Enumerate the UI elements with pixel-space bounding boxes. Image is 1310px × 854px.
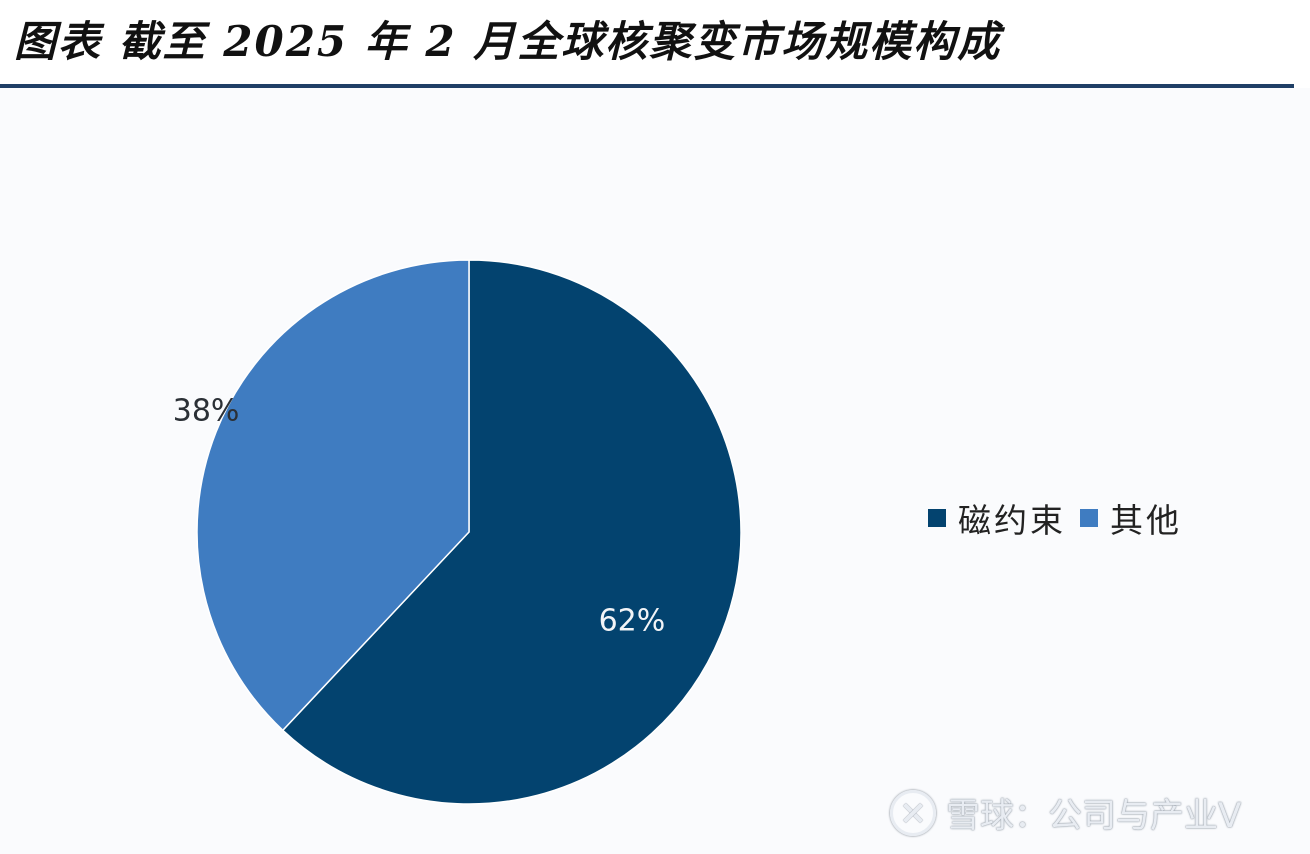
legend: 磁约束 其他	[928, 494, 1196, 542]
legend-label-magnetic: 磁约束	[958, 501, 1066, 540]
title-divider	[0, 84, 1294, 88]
pie-slice-magnetic	[281, 259, 742, 805]
watermark-text: 雪球：公司与产业V	[946, 796, 1242, 836]
data-label-magnetic: 62%	[599, 604, 666, 639]
watermark: 雪球：公司与产业V	[890, 788, 1241, 837]
legend-item-other: 其他	[1080, 494, 1182, 542]
data-label-other: 38%	[173, 393, 240, 428]
pie-slice-other	[196, 259, 470, 732]
legend-item-magnetic: 磁约束	[928, 494, 1066, 542]
legend-label-other: 其他	[1110, 501, 1182, 540]
legend-swatch-other	[1080, 509, 1098, 527]
xueqiu-logo-icon	[890, 789, 936, 836]
chart-title: 图表 截至 2025 年 2 月全球核聚变市场规模构成	[14, 17, 1002, 66]
legend-swatch-magnetic	[928, 509, 946, 527]
